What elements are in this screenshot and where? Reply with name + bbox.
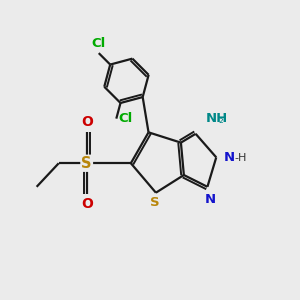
Text: NH: NH bbox=[206, 112, 228, 125]
Text: Cl: Cl bbox=[92, 37, 106, 50]
Text: O: O bbox=[81, 197, 93, 211]
Text: -H: -H bbox=[235, 153, 247, 163]
Text: ₂: ₂ bbox=[219, 113, 224, 126]
Text: Cl: Cl bbox=[119, 112, 133, 125]
Text: O: O bbox=[81, 116, 93, 129]
Text: S: S bbox=[81, 156, 92, 171]
Text: N: N bbox=[224, 151, 235, 164]
Text: N: N bbox=[205, 193, 216, 206]
Text: S: S bbox=[150, 196, 159, 209]
